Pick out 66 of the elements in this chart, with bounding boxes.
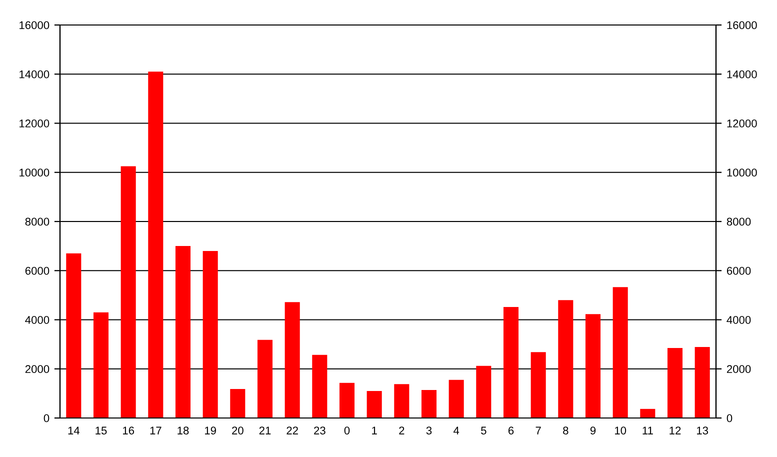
x-tick-label: 8: [563, 426, 568, 434]
bar: [120, 166, 136, 418]
x-tick-label: 16: [123, 426, 134, 434]
x-tick-label: 5: [481, 426, 486, 434]
y2-tick-label: 6000: [726, 266, 751, 275]
y-tick-label: 16000: [20, 21, 50, 30]
x-tick-label: 22: [286, 426, 298, 434]
bar: [476, 366, 492, 418]
y-tick-label: 12000: [20, 120, 50, 128]
x-tick-label: 19: [205, 426, 216, 434]
x-tick-label: 3: [426, 426, 432, 434]
y2-tick-label: 14000: [727, 70, 757, 78]
bar: [66, 253, 82, 418]
x-tick-label: 15: [96, 426, 107, 434]
bar: [640, 408, 656, 418]
x-tick-label: 23: [314, 426, 326, 434]
x-tick-label: 0: [344, 426, 350, 434]
x-tick-label: 10: [615, 426, 626, 434]
bar: [585, 314, 601, 418]
bar: [530, 352, 546, 418]
x-tick-label: 9: [590, 426, 596, 434]
y2-tick-label: 10000: [727, 168, 757, 177]
x-tick-label: 20: [232, 426, 244, 434]
bar: [339, 382, 355, 418]
x-tick-label: 13: [697, 426, 708, 434]
bar: [694, 347, 710, 418]
x-tick-label: 6: [508, 426, 514, 434]
bar: [230, 389, 246, 418]
x-tick-label: 2: [399, 426, 404, 434]
bar: [667, 348, 683, 418]
y-tick-label: 10000: [20, 168, 50, 177]
y-tick-label: 0: [44, 414, 50, 422]
y-tick-label: 6000: [25, 266, 50, 275]
x-tick-label: 7: [536, 426, 541, 434]
x-tick-label: 11: [642, 426, 653, 434]
y2-tick-label: 2000: [726, 365, 751, 374]
bar: [202, 250, 218, 418]
bar: [558, 300, 574, 418]
y2-tick-label: 0: [726, 414, 732, 422]
bar: [366, 390, 382, 418]
bar: [421, 390, 437, 418]
y2-tick-label: 8000: [726, 218, 751, 226]
y-tick-label: 8000: [25, 218, 50, 226]
y2-tick-label: 4000: [726, 316, 751, 324]
x-tick-label: 1: [372, 426, 377, 434]
bar: [448, 380, 464, 418]
bar: [394, 384, 410, 418]
y-tick-label: 2000: [25, 365, 50, 374]
y2-tick-label: 16000: [727, 21, 757, 30]
bar: [312, 354, 328, 418]
y-tick-label: 4000: [25, 316, 50, 324]
x-tick-label: 21: [259, 426, 271, 434]
bar: [257, 340, 273, 418]
bar: [93, 312, 109, 418]
bar: [503, 306, 519, 418]
y2-tick-label: 12000: [727, 120, 757, 128]
x-tick-label: 17: [150, 426, 162, 434]
bar: [612, 287, 628, 418]
x-tick-label: 12: [670, 426, 681, 434]
x-tick-label: 18: [178, 426, 189, 434]
bar: [284, 302, 300, 418]
bar: [175, 246, 191, 418]
bar: [148, 72, 164, 418]
x-tick-label: 4: [454, 426, 460, 434]
x-tick-label: 14: [68, 426, 80, 434]
y-tick-label: 14000: [20, 70, 50, 78]
